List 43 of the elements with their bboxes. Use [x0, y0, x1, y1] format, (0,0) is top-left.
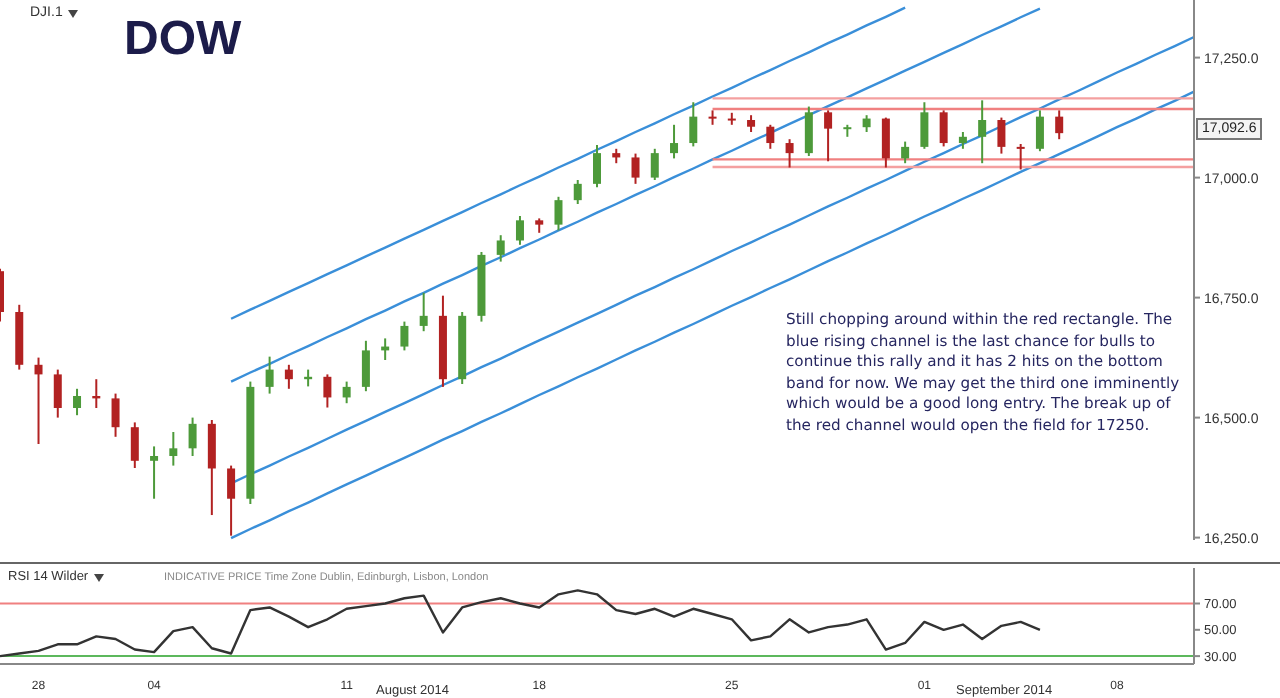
candlestick — [824, 109, 833, 163]
candlestick — [785, 138, 794, 169]
candlestick — [939, 109, 948, 148]
candlestick — [34, 356, 43, 445]
candlestick — [150, 445, 159, 500]
candlestick — [766, 123, 775, 150]
candlestick — [207, 419, 216, 517]
candlestick — [265, 355, 274, 395]
candlestick — [284, 363, 293, 390]
candlestick — [804, 105, 813, 157]
line-series — [0, 589, 1042, 658]
candlestick — [920, 101, 929, 150]
candlestick — [650, 147, 659, 181]
candlestick — [573, 179, 582, 205]
candlestick — [1035, 109, 1044, 153]
candlestick — [227, 464, 236, 537]
line-series — [229, 90, 1196, 540]
candlestick — [73, 387, 82, 417]
candlestick — [342, 380, 351, 405]
candlestick — [400, 320, 409, 352]
candlestick — [188, 416, 197, 457]
candlestick — [169, 431, 178, 467]
candlestick — [978, 99, 987, 165]
candlestick — [997, 116, 1006, 155]
candlestick — [593, 143, 601, 189]
candlestick — [689, 101, 698, 148]
candlestick — [53, 368, 62, 419]
candlestick — [419, 291, 428, 333]
candlestick — [1016, 143, 1025, 171]
candlestick — [515, 215, 524, 246]
candlestick — [901, 140, 910, 165]
candlestick — [361, 339, 370, 393]
candlestick — [670, 123, 679, 160]
candlestick — [496, 234, 505, 263]
candlestick — [881, 116, 890, 169]
candlestick — [111, 392, 120, 438]
candlestick — [631, 152, 640, 185]
candlestick — [708, 109, 717, 126]
candlestick — [1055, 109, 1064, 141]
candlestick — [554, 195, 563, 232]
chart-title: DOW — [124, 12, 242, 68]
candlestick — [323, 373, 332, 409]
candlestick — [130, 421, 139, 469]
